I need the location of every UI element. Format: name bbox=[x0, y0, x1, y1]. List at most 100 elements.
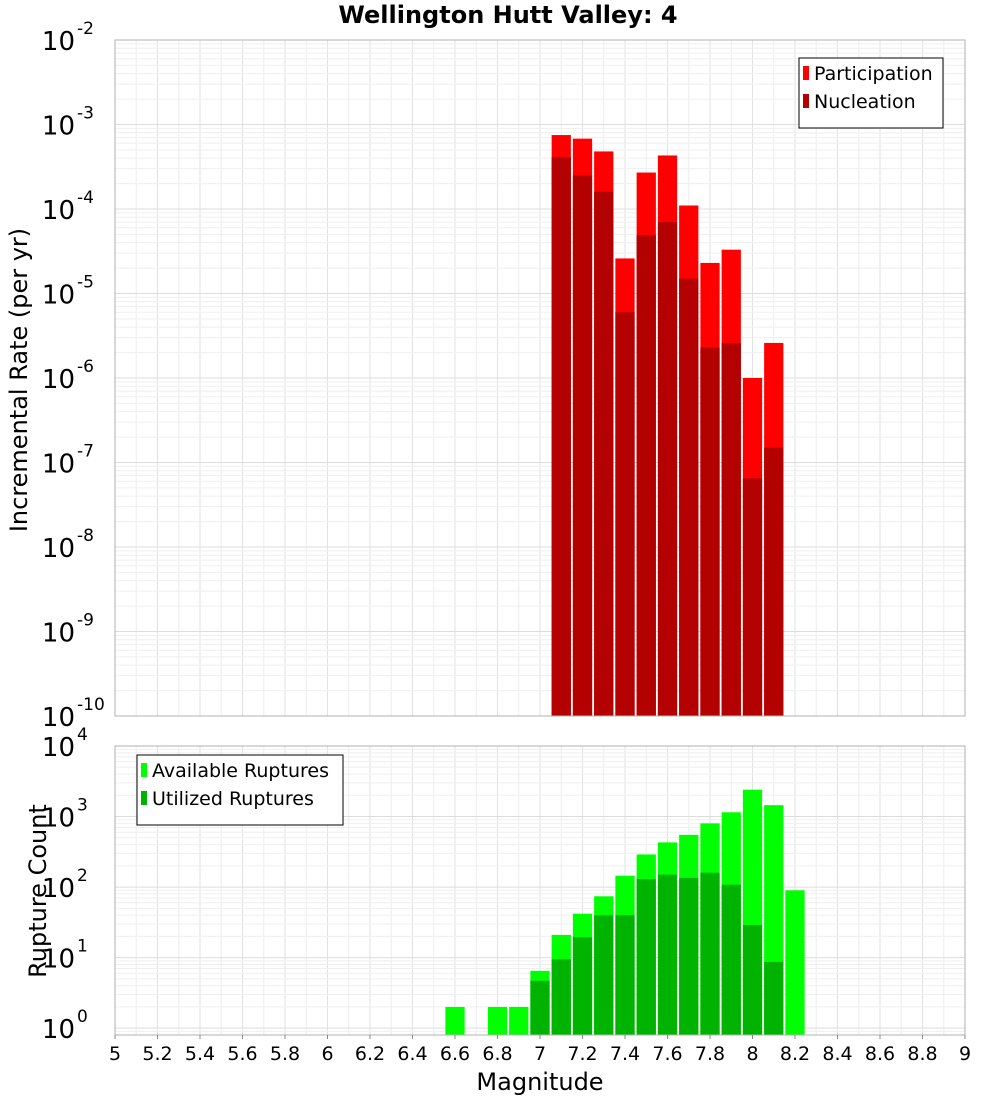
legend-box bbox=[798, 57, 944, 129]
bar bbox=[657, 874, 678, 1035]
y-tick-label: 10 -10 bbox=[42, 695, 105, 733]
x-tick-label: 5 bbox=[109, 1043, 121, 1065]
y-tick-label: 10 -3 bbox=[42, 104, 94, 142]
x-tick-label: 7.2 bbox=[567, 1043, 597, 1065]
bar bbox=[445, 1006, 465, 1035]
bar bbox=[594, 915, 614, 1035]
y-tick-exponent: 3 bbox=[77, 796, 88, 816]
bar bbox=[572, 175, 593, 716]
x-tick-label: 5.2 bbox=[142, 1043, 172, 1065]
x-tick-label: 8 bbox=[746, 1043, 758, 1065]
x-tick-label: 6.4 bbox=[397, 1043, 427, 1065]
y-tick-base: 10 bbox=[42, 703, 75, 733]
y-tick-label: 10 -9 bbox=[42, 611, 94, 649]
y-tick-base: 10 bbox=[42, 733, 75, 763]
series-1-bars bbox=[551, 157, 784, 717]
bottom-y-axis-label: Rupture Count bbox=[24, 804, 52, 978]
y-tick-base: 10 bbox=[42, 281, 75, 311]
y-tick-exponent: -4 bbox=[77, 188, 94, 208]
legend-label: Nucleation bbox=[814, 91, 916, 113]
y-tick-base: 10 bbox=[42, 27, 75, 57]
y-tick-exponent: 1 bbox=[77, 937, 88, 957]
x-tick-label: 6 bbox=[321, 1043, 333, 1065]
legend-box bbox=[136, 754, 344, 826]
y-tick-label: 10 3 bbox=[42, 796, 88, 834]
y-tick-label: 10 -6 bbox=[42, 357, 94, 395]
y-tick-exponent: 4 bbox=[77, 725, 88, 745]
y-tick-base: 10 bbox=[42, 365, 75, 395]
y-tick-base: 10 bbox=[42, 874, 75, 904]
bar bbox=[636, 235, 656, 716]
bar bbox=[742, 925, 763, 1035]
bar bbox=[636, 879, 656, 1035]
x-tick-label: 9 bbox=[959, 1043, 971, 1065]
y-tick-exponent: -3 bbox=[77, 104, 94, 124]
legend-swatch bbox=[803, 66, 809, 80]
y-tick-label: 10 -8 bbox=[42, 526, 94, 564]
top-y-axis-label: Incremental Rate (per yr) bbox=[5, 228, 33, 532]
x-tick-label: 8.4 bbox=[822, 1043, 852, 1065]
y-tick-base: 10 bbox=[42, 112, 75, 142]
y-tick-base: 10 bbox=[42, 534, 75, 564]
y-tick-exponent: -10 bbox=[77, 695, 105, 715]
bar bbox=[742, 478, 763, 716]
series-1-bars bbox=[530, 872, 784, 1035]
y-tick-base: 10 bbox=[42, 450, 75, 480]
y-tick-exponent: 0 bbox=[77, 1007, 88, 1027]
y-tick-exponent: -5 bbox=[77, 273, 94, 293]
bar bbox=[700, 872, 720, 1035]
y-tick-base: 10 bbox=[42, 945, 75, 975]
plot-frame bbox=[114, 39, 966, 717]
bar bbox=[487, 1006, 508, 1035]
bar bbox=[764, 961, 784, 1035]
x-tick-label: 7.4 bbox=[610, 1043, 640, 1065]
y-tick-label: 10 -2 bbox=[42, 19, 94, 57]
x-tick-label: 5.8 bbox=[270, 1043, 300, 1065]
y-tick-exponent: -9 bbox=[77, 611, 94, 631]
x-tick-label: 6.6 bbox=[440, 1043, 470, 1065]
y-tick-base: 10 bbox=[42, 804, 75, 834]
y-tick-base: 10 bbox=[42, 619, 75, 649]
x-tick-label: 5.4 bbox=[185, 1043, 215, 1065]
y-tick-exponent: -8 bbox=[77, 526, 94, 546]
bar bbox=[551, 959, 571, 1035]
bar bbox=[572, 937, 593, 1035]
x-tick-label: 8.6 bbox=[865, 1043, 895, 1065]
legend: Participation Nucleation bbox=[798, 57, 944, 129]
legend-swatch bbox=[141, 763, 147, 777]
x-tick-label: 5.6 bbox=[227, 1043, 257, 1065]
chart-title: Wellington Hutt Valley: 4 bbox=[338, 1, 677, 29]
bar bbox=[615, 312, 635, 716]
x-tick-label: 8.8 bbox=[907, 1043, 937, 1065]
bar bbox=[551, 157, 571, 717]
grid bbox=[114, 40, 966, 717]
x-tick-label: 7 bbox=[534, 1043, 546, 1065]
bar bbox=[530, 980, 550, 1035]
legend-swatch bbox=[803, 94, 809, 108]
y-tick-exponent: 2 bbox=[77, 866, 88, 886]
bar bbox=[700, 347, 720, 716]
bar bbox=[764, 447, 784, 716]
y-tick-label: 10 4 bbox=[42, 725, 88, 763]
y-tick-base: 10 bbox=[42, 196, 75, 226]
x-tick-label: 6.2 bbox=[355, 1043, 385, 1065]
y-tick-label: 10 -5 bbox=[42, 273, 94, 311]
x-tick-label: 8.2 bbox=[780, 1043, 810, 1065]
x-tick-label: 7.6 bbox=[652, 1043, 682, 1065]
y-tick-label: 10 0 bbox=[42, 1007, 88, 1045]
bar bbox=[721, 884, 741, 1035]
x-tick-label: 6.8 bbox=[482, 1043, 512, 1065]
y-tick-exponent: -2 bbox=[77, 19, 94, 39]
bar bbox=[657, 222, 678, 716]
legend-label: Utilized Ruptures bbox=[152, 788, 314, 810]
bar bbox=[509, 1006, 529, 1035]
top-plot: 10-210-310-410-510-610-710-810-910 -10Par… bbox=[42, 19, 966, 733]
bar bbox=[679, 278, 699, 716]
y-tick-exponent: -7 bbox=[77, 442, 94, 462]
bar bbox=[721, 342, 741, 716]
legend-label: Available Ruptures bbox=[152, 760, 329, 782]
bar bbox=[594, 191, 614, 717]
y-tick-label: 10 1 bbox=[42, 937, 88, 975]
